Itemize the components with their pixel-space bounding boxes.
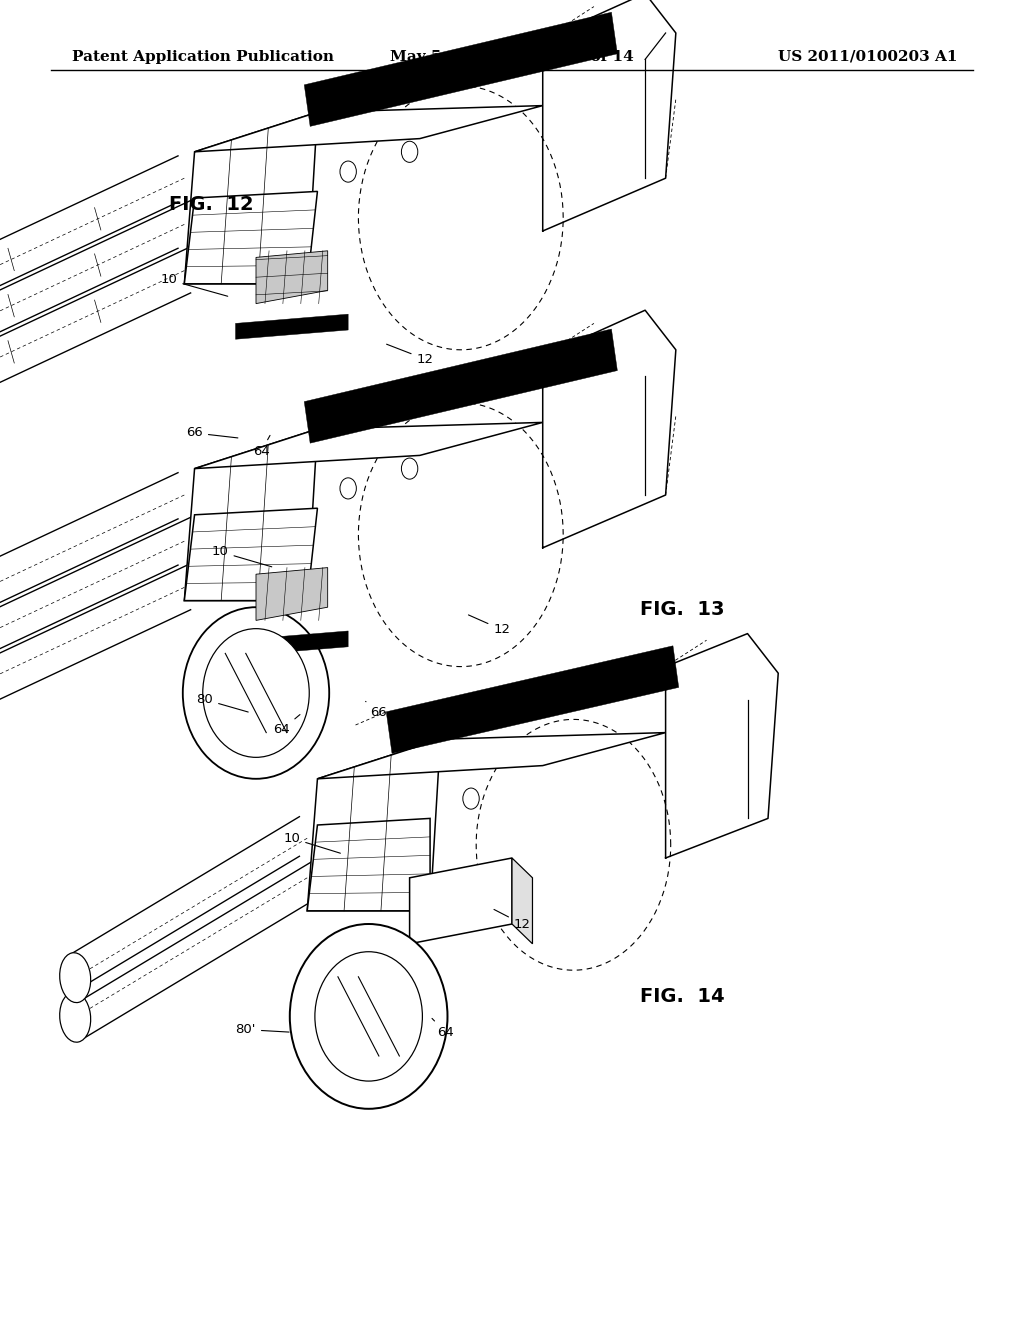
- Text: 10: 10: [212, 545, 271, 566]
- Circle shape: [340, 161, 356, 182]
- Polygon shape: [317, 733, 666, 779]
- Text: 80: 80: [197, 693, 248, 711]
- Polygon shape: [386, 645, 679, 754]
- Polygon shape: [195, 422, 543, 469]
- Ellipse shape: [203, 628, 309, 758]
- Text: 12: 12: [494, 909, 530, 931]
- Polygon shape: [256, 251, 328, 304]
- Text: FIG.  13: FIG. 13: [640, 601, 725, 619]
- Text: 10: 10: [161, 273, 227, 296]
- Polygon shape: [236, 314, 348, 339]
- Text: US 2011/0100203 A1: US 2011/0100203 A1: [778, 50, 957, 63]
- Polygon shape: [410, 858, 512, 944]
- Text: 66: 66: [186, 426, 238, 440]
- Polygon shape: [184, 191, 317, 284]
- Text: 64: 64: [253, 436, 270, 458]
- Polygon shape: [184, 112, 317, 284]
- Circle shape: [463, 788, 479, 809]
- Polygon shape: [307, 739, 440, 911]
- Text: FIG.  12: FIG. 12: [169, 195, 254, 214]
- Polygon shape: [256, 568, 328, 620]
- Text: 64: 64: [432, 1019, 454, 1039]
- Polygon shape: [307, 818, 430, 911]
- Polygon shape: [236, 631, 348, 656]
- Polygon shape: [304, 12, 617, 127]
- Ellipse shape: [315, 952, 423, 1081]
- Polygon shape: [512, 858, 532, 944]
- Text: 12: 12: [387, 345, 433, 366]
- Text: 12: 12: [468, 615, 510, 636]
- Circle shape: [401, 458, 418, 479]
- Ellipse shape: [59, 953, 91, 1003]
- Polygon shape: [195, 106, 543, 152]
- Polygon shape: [184, 508, 317, 601]
- Ellipse shape: [59, 993, 91, 1043]
- Text: May 5, 2011   Sheet 11 of 14: May 5, 2011 Sheet 11 of 14: [390, 50, 634, 63]
- Ellipse shape: [290, 924, 447, 1109]
- Text: 10: 10: [284, 832, 340, 853]
- Polygon shape: [304, 329, 617, 444]
- Text: Patent Application Publication: Patent Application Publication: [72, 50, 334, 63]
- Ellipse shape: [182, 607, 330, 779]
- Text: 66: 66: [366, 701, 387, 719]
- Polygon shape: [184, 429, 317, 601]
- Circle shape: [401, 141, 418, 162]
- Text: 64: 64: [273, 714, 300, 737]
- Circle shape: [340, 478, 356, 499]
- Text: 80': 80': [236, 1023, 289, 1036]
- Text: FIG.  14: FIG. 14: [640, 987, 725, 1006]
